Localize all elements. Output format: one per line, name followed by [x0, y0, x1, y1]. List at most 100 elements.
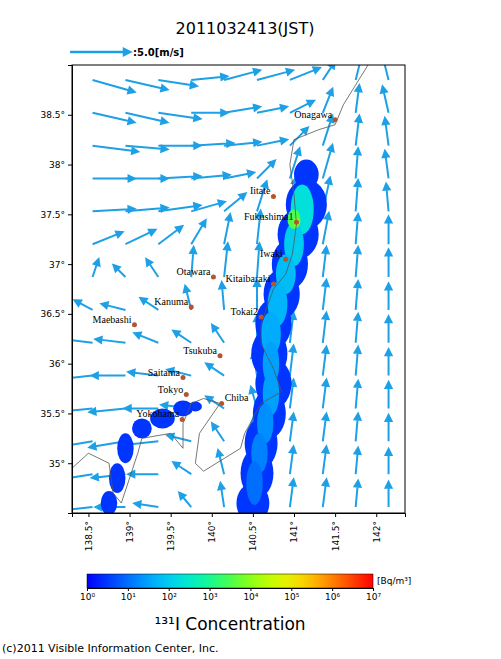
city-marker: [184, 392, 189, 397]
wind-arrow: [218, 483, 224, 507]
colorbar-tick-label: 10³: [203, 592, 218, 602]
x-tick-mark: [376, 513, 377, 517]
y-tick: 35°: [49, 459, 72, 469]
wind-arrow: [323, 247, 329, 277]
colorbar-tick: 10³: [203, 588, 218, 602]
y-tick-label: 35.5°: [40, 409, 65, 419]
colorbar-tick: 10⁴: [243, 588, 258, 602]
wind-arrow: [134, 333, 158, 343]
wind-arrow: [95, 337, 125, 343]
wind-arrow: [386, 382, 392, 408]
wind-arrow: [323, 145, 334, 179]
wind-arrow: [158, 80, 196, 88]
wind-arrow: [224, 69, 260, 80]
wind-arrow: [206, 364, 224, 376]
source-note: (c)2011 Visible Information Center, Inc.: [2, 642, 219, 655]
plume: [101, 160, 327, 513]
legend-arrow: [70, 49, 130, 55]
city-label: Tokyo: [158, 384, 183, 395]
wind-arrow: [290, 479, 296, 507]
map-figure: 2011032413(JST)OnagawaIitateFukushima1Iw…: [0, 0, 501, 659]
colorbar-tick-mark: [250, 588, 251, 591]
x-axis: 138.5°139°139.5°140°140.5°141°141.5°142°: [73, 513, 406, 551]
wind-arrow: [383, 151, 389, 179]
wind-arrow: [355, 414, 361, 442]
wind-arrow: [224, 214, 232, 244]
wind-arrow: [212, 325, 224, 343]
wind-arrow: [257, 138, 287, 146]
wind-arrow: [224, 193, 246, 211]
y-tick: 37°: [49, 259, 72, 269]
city-marker: [271, 282, 276, 287]
colorbar-tick-label: 10²: [162, 592, 177, 602]
city-marker: [271, 194, 276, 199]
city-label: Kitaibaraki: [225, 273, 270, 284]
city-marker: [283, 257, 288, 262]
y-tick-mark: [68, 115, 72, 116]
y-tick: 38.5°: [40, 110, 72, 120]
wind-arrow: [356, 116, 362, 146]
wind-arrow: [355, 448, 361, 474]
plot-frame: [72, 65, 405, 513]
cities: OnagawaIitateFukushima1IwakiKitaibarakiT…: [93, 109, 338, 422]
y-tick: 36.5°: [40, 309, 72, 319]
wind-arrow: [323, 380, 329, 409]
x-tick: 139°: [125, 513, 135, 543]
y-axis-line: [68, 66, 73, 514]
colorbar-tick: 10⁵: [284, 588, 299, 602]
wind-arrow: [381, 86, 389, 112]
x-tick-mark: [253, 513, 254, 517]
colorbar-tick: 10⁰: [80, 588, 95, 602]
city-label: Tsukuba: [183, 345, 217, 356]
wind-arrow: [257, 160, 275, 178]
wind-arrow: [386, 482, 392, 507]
x-tick: 142°: [372, 513, 382, 543]
wind-arrow: [290, 67, 320, 80]
colorbar-title: ¹³¹I Concentration: [154, 614, 305, 634]
wind-arrow: [191, 201, 225, 212]
x-tick-label: 140°: [207, 521, 217, 543]
wind-arrow: [75, 300, 93, 310]
wind-arrow: [93, 232, 123, 245]
y-tick-label: 38°: [49, 160, 65, 170]
plume-cell: [117, 433, 133, 463]
wind-arrow: [386, 349, 392, 375]
city-label: Iitate: [250, 185, 271, 196]
plume-cell: [246, 461, 262, 505]
wind-arrow: [224, 243, 230, 277]
wind-arrow: [355, 247, 361, 277]
city-marker: [189, 304, 194, 309]
wind-arrow: [89, 408, 125, 414]
x-tick-label: 141°: [289, 521, 299, 543]
y-tick-mark: [68, 314, 72, 315]
legend-label: :5.0[m/s]: [133, 47, 184, 58]
colorbar-tick-label: 10⁶: [325, 592, 340, 602]
wind-arrow: [257, 105, 287, 113]
x-axis-line: [73, 514, 406, 518]
x-tick-label: 139.5°: [166, 521, 176, 551]
colorbar-axis: 10⁰10¹10²10³10⁴10⁵10⁶10⁷: [80, 588, 381, 602]
wind-arrow: [323, 414, 329, 442]
wind-arrow: [179, 493, 191, 507]
wind-arrow: [386, 249, 392, 277]
y-tick-label: 37°: [49, 259, 65, 269]
colorbar-tick-mark: [87, 588, 88, 591]
y-axis: 35°35.5°36°36.5°37°37.5°38°38.5°: [40, 66, 72, 514]
x-tick-mark: [335, 513, 336, 517]
city-label: Iwaki: [260, 248, 283, 259]
y-tick-mark: [68, 413, 72, 414]
city-label: Onagawa: [294, 109, 332, 120]
colorbar-tick-mark: [373, 588, 374, 591]
wind-arrow: [72, 507, 93, 513]
y-tick-label: 37.5°: [40, 210, 65, 220]
wind-arrow: [224, 105, 260, 113]
x-tick-label: 139°: [125, 521, 135, 543]
wind-arrow: [191, 220, 205, 244]
x-tick: 141°: [289, 513, 299, 543]
wind-arrow: [72, 337, 93, 343]
y-tick-mark: [68, 463, 72, 464]
wind-arrow: [290, 128, 308, 146]
colorbar-tick-mark: [291, 588, 292, 591]
wind-arrow: [72, 376, 93, 382]
wind-arrow: [93, 113, 135, 124]
